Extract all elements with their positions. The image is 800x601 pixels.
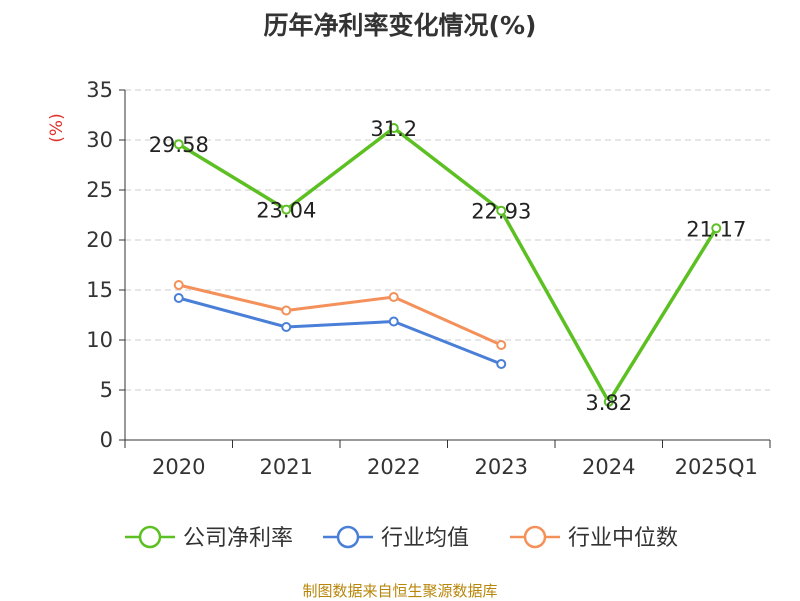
x-tick-label: 2024 <box>582 455 635 479</box>
data-point <box>496 359 507 369</box>
data-labels: 29.58 23.04 31.2 22.93 3.82 21.17 <box>149 117 747 415</box>
y-tick-label: 35 <box>86 78 113 102</box>
y-axis-label: (%) <box>47 113 67 142</box>
data-point <box>173 293 184 303</box>
series-line-0 <box>177 126 718 404</box>
series-lines <box>173 123 722 407</box>
x-tick-label: 2025Q1 <box>675 455 758 479</box>
x-tick-label: 2023 <box>475 455 528 479</box>
data-point <box>281 204 292 215</box>
x-tick-label: 2021 <box>260 455 313 479</box>
grid-lines <box>125 89 770 391</box>
y-tick-label: 15 <box>86 278 113 302</box>
legend-marker <box>523 525 547 549</box>
data-label: 23.04 <box>256 199 316 223</box>
y-tick-label: 0 <box>100 428 113 452</box>
y-tick-label: 30 <box>86 128 113 152</box>
data-point <box>173 280 184 290</box>
legend-label: 行业中位数 <box>568 526 678 551</box>
data-point <box>388 123 399 133</box>
data-point <box>711 223 722 234</box>
data-point <box>281 322 292 332</box>
series-line-1 <box>178 296 502 366</box>
legend-label: 行业均值 <box>381 526 469 551</box>
data-label: 22.93 <box>471 200 531 224</box>
series-line-2 <box>178 283 502 347</box>
legend-label: 公司净利率 <box>183 526 293 551</box>
source-footer: 制图数据来自恒生聚源数据库 <box>302 582 498 600</box>
data-point <box>496 340 507 350</box>
data-point <box>496 205 507 216</box>
axes: 0 5 10 15 20 25 30 35 2020 2021 2022 2023 2024 2025Q1 <box>86 78 771 479</box>
y-tick-label: 10 <box>86 328 113 352</box>
data-label: 29.58 <box>149 133 209 157</box>
data-point <box>173 139 184 150</box>
data-point <box>603 396 614 407</box>
y-tick-label: 5 <box>100 378 113 402</box>
data-label: 3.82 <box>585 391 632 415</box>
x-tick-label: 2022 <box>367 455 420 479</box>
data-point <box>388 316 399 327</box>
data-point <box>281 305 292 316</box>
data-label: 21.17 <box>686 217 746 241</box>
y-tick-label: 20 <box>86 228 113 252</box>
data-point <box>388 292 399 302</box>
data-label: 31.2 <box>370 117 417 141</box>
legend-marker <box>138 525 162 549</box>
legend: 公司净利率 行业均值 行业中位数 <box>125 525 678 551</box>
y-tick-label: 25 <box>86 178 113 202</box>
legend-marker <box>336 525 360 549</box>
chart-title: 历年净利率变化情况(%) <box>263 11 537 40</box>
x-tick-label: 2020 <box>152 455 205 479</box>
